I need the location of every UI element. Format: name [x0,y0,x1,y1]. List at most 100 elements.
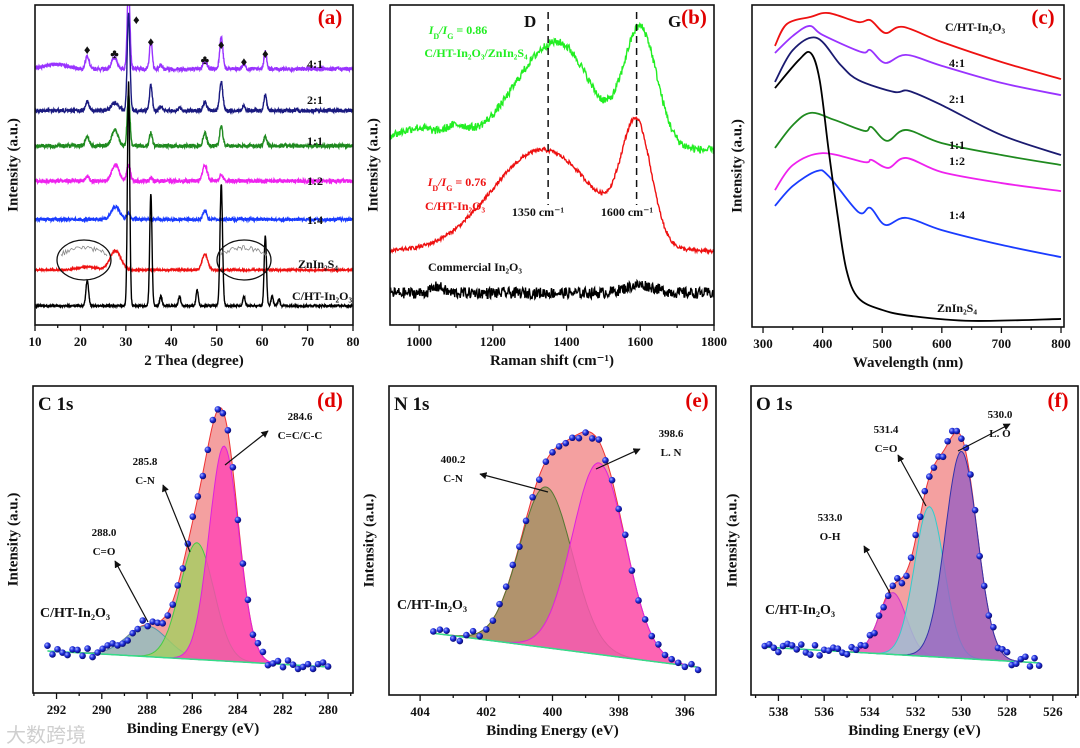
data-point [159,620,167,627]
annotation-arrow [162,484,191,553]
background-line [764,646,1040,664]
data-point [324,663,332,670]
series-label: 4:1 [949,56,965,70]
data-point [542,458,550,466]
ratio-part: D [433,32,439,41]
x-tick-label: 290 [92,702,112,717]
plot-frame [32,385,354,694]
data-point [765,641,773,648]
data-point [898,579,906,587]
data-point [971,506,979,514]
data-point [430,628,437,635]
series-line [35,204,353,224]
panel-label: (e) [685,388,708,412]
data-point [229,463,237,471]
data-point [930,464,938,471]
peak-position-label: 531.4 [874,424,899,436]
x-tick-label: 530 [952,704,972,719]
peak-assignment-label: C=C/C-C [278,430,323,442]
panel-c: 300 400 500 600 700 800 Wavelength (nm) Intensi… [729,4,1071,371]
data-point [1003,648,1011,656]
series-line [774,50,1062,322]
series-line [35,248,353,274]
x-tick-label: 10 [29,334,42,349]
series-label: 1:1 [949,138,965,152]
data-point [114,642,121,649]
plot-area [430,429,702,674]
series-line [774,36,1062,156]
data-point [309,665,317,673]
data-point [239,560,247,567]
band-position-label: 1600 cm⁻¹ [601,205,654,219]
y-axis-label: Intensity (a.u.) [361,494,377,588]
data-point [54,645,61,653]
series-label: C/HT-In₂O₃/ZnIn₂S₄ [424,46,528,60]
ratio-part: I [428,23,435,37]
data-point [1022,653,1029,661]
x-tick-label: 500 [872,336,892,351]
data-point [939,453,947,461]
data-point [628,567,636,574]
data-point [496,600,503,608]
data-point [144,622,152,630]
data-point [990,623,997,631]
series-line [390,115,714,256]
data-point [880,603,887,611]
data-point [875,612,883,619]
data-point [1035,662,1043,670]
sample-label: C/HT-In₂O₃ [765,603,835,618]
x-tick-label: 600 [932,336,952,351]
peak-marker: ♦ [148,34,155,49]
x-axis-label: Binding Energy (eV) [127,721,260,737]
data-point [555,443,563,450]
x-tick-label: 288 [137,702,157,717]
x-axis-label: Raman shift (cm⁻¹) [490,353,614,369]
data-point [1031,654,1038,662]
data-point [443,627,450,634]
peak-position-label: 533.0 [818,512,843,524]
data-point [69,646,76,653]
band-letter: G [668,12,681,31]
data-point [134,625,141,633]
x-tick-label: 400 [543,704,563,719]
data-point [214,406,222,413]
data-point [264,661,272,669]
plot-frame [751,4,1065,328]
data-point [164,612,172,619]
data-point [209,416,217,424]
panel-label: (d) [317,388,343,412]
data-point [834,645,842,652]
x-tick-label: 284 [228,702,248,717]
data-point [529,493,536,501]
data-point [798,641,805,648]
data-point [953,427,961,435]
ratio-part: /I [437,175,447,189]
x-axis-label: Binding Energy (eV) [848,723,981,739]
series-label: Commercial In₂O₃ [428,260,522,274]
data-point [64,651,71,659]
spectrum-title: N 1s [394,394,429,415]
x-tick-label: 30 [119,334,132,349]
data-point [174,582,182,589]
data-point [74,646,81,654]
peak-marker: ♦ [84,42,91,57]
x-tick-label: 20 [74,334,87,349]
peak-marker: ♣ [201,52,210,67]
series-label: C/HT-In₂O₃ [292,289,353,303]
data-point [149,618,157,625]
panels: 10 20 30 40 50 60 70 80 2 Thea (degree) Intensity… [5,4,1079,739]
panel-d: 292 290 288 286 284 282 280 Binding Energy (eV)… [5,385,354,737]
data-point [249,631,257,638]
data-point [655,641,662,648]
data-point [224,426,232,434]
series-line [774,25,1062,97]
y-axis-label: Intensity (a.u.) [729,119,745,213]
data-point [483,626,490,633]
x-tick-label: 396 [675,704,695,719]
inset-zoom-trace [220,245,268,257]
peak-position-label: 530.0 [988,409,1013,421]
x-tick-label: 534 [860,704,880,719]
x-tick-label: 80 [347,334,360,349]
peak-position-label: 284.6 [288,411,313,423]
data-point [912,531,919,539]
